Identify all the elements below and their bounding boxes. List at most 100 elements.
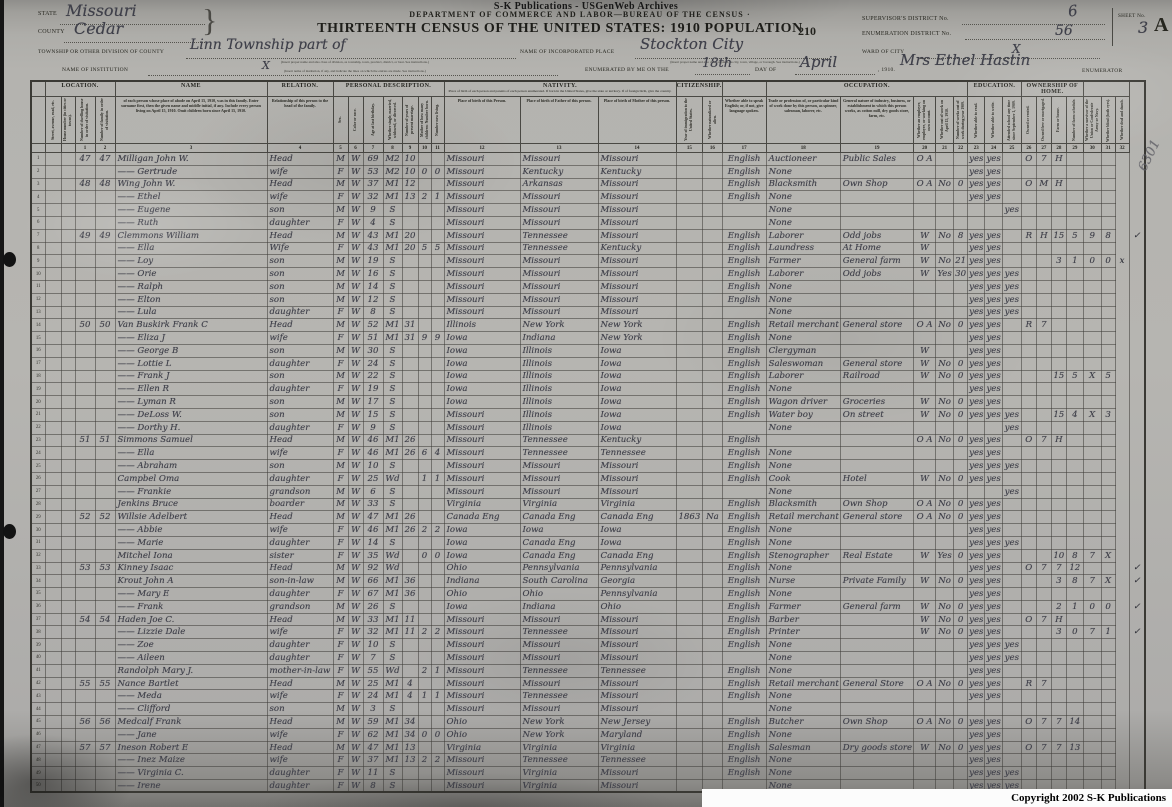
cell-wr: yes (984, 676, 1003, 691)
cell-cl (430, 215, 445, 230)
cell-tr: None (765, 638, 841, 653)
cell-chk (1128, 753, 1146, 767)
cell-name: Kinney Isaac (114, 561, 268, 576)
cell-ln: 16 (30, 343, 46, 358)
cell-yr: 4 (401, 676, 419, 691)
cell-o4 (1065, 331, 1084, 345)
cell-chk (1128, 651, 1146, 665)
cell-mr: M1 (382, 587, 403, 601)
cell-wk (953, 484, 969, 499)
column-heading: Number of years of present marriage. (401, 96, 419, 144)
cell-o4 (1065, 382, 1084, 397)
cell-bf: Canada Eng (519, 535, 599, 550)
cell-wr: yes (984, 612, 1003, 627)
cell-st (44, 523, 62, 537)
enumeration-rule (965, 39, 1105, 40)
cell-ind (839, 279, 915, 294)
cell-o1: R (1020, 318, 1037, 333)
cell-cr: W (347, 753, 364, 768)
cell-emp: W (913, 228, 937, 243)
cell-o3 (1050, 753, 1067, 768)
cell-yr (401, 420, 419, 435)
cell-chk (1128, 434, 1146, 447)
cell-chk (1128, 485, 1146, 499)
column-heading: Whether blind (both eyes). (1100, 96, 1116, 144)
cell-o3 (1050, 523, 1067, 537)
cell-sx: M (332, 459, 349, 473)
column-heading: Whether naturalized or alien. (702, 96, 723, 144)
cell-o1 (1020, 292, 1037, 307)
cell-ln: 50 (30, 779, 46, 793)
cell-cr: W (347, 510, 364, 525)
cell-en: English (721, 279, 767, 294)
census-row: 26 Campbel Oma daughter F W 25 Wd 1 1 Missouri Mis… (30, 471, 1146, 486)
cell-x3 (1114, 165, 1130, 179)
cell-wr: yes (984, 190, 1003, 205)
cell-na (702, 561, 723, 576)
cell-im (675, 587, 704, 601)
cell-sc (1001, 471, 1022, 486)
cell-ln: 46 (30, 727, 46, 742)
cell-ind: General Store (839, 676, 915, 691)
census-row: 24 —— Ella wife F W 46 M1 26 6 4 Missouri Tennessee… (30, 446, 1146, 461)
cell-chk: ✓ (1128, 625, 1146, 639)
census-row: 5 —— Eugene son M W 9 S Missouri Missouri Missour… (30, 203, 1146, 217)
cell-bm: Missouri (597, 702, 677, 717)
cell-cb: 6 (417, 446, 432, 461)
cell-o4: 8 (1065, 548, 1084, 563)
cell-ln: 45 (30, 715, 46, 729)
cell-o1 (1020, 523, 1037, 537)
cell-o2 (1035, 254, 1052, 269)
cell-na (702, 369, 723, 384)
cell-o4: 0 (1065, 625, 1084, 640)
cell-o2 (1035, 638, 1052, 653)
sheet-value: 3 (1138, 18, 1149, 37)
cell-x1 (1082, 446, 1102, 461)
cell-o1: O (1020, 177, 1037, 192)
cell-bf: Virginia (519, 779, 599, 793)
cell-ln: 10 (30, 267, 46, 281)
cell-cl (430, 484, 445, 499)
cell-tr: Farmer (765, 599, 841, 614)
cell-o2 (1035, 215, 1052, 230)
cell-x2 (1100, 651, 1116, 665)
cell-ow: No (935, 318, 955, 333)
cell-tr: None (765, 766, 841, 781)
cell-bp: Missouri (443, 484, 521, 499)
column-heading: Number of family in order of visitation. (94, 96, 116, 144)
cell-na (702, 215, 723, 230)
cell-name: —— Frank J (114, 369, 268, 384)
cell-na (702, 740, 723, 755)
cell-sx: F (332, 548, 349, 563)
cell-o1: O (1020, 740, 1037, 755)
census-row: 37 54 54 Haden Joe C. Head M W 33 M1 11 Missouri Mi… (30, 612, 1146, 627)
cell-sc (1001, 343, 1022, 358)
state-value: Missouri (66, 1, 137, 20)
cell-en: English (721, 164, 767, 179)
cell-bp: Missouri (443, 305, 521, 320)
cell-age: 46 (362, 523, 384, 537)
cell-name: —— Lula (114, 305, 268, 320)
cell-na (702, 497, 723, 512)
cell-cb: 1 (417, 471, 432, 486)
cell-wk: 0 (953, 395, 969, 409)
cell-cr: W (347, 420, 364, 435)
cell-fam: 48 (94, 177, 116, 192)
cell-o1: R (1020, 228, 1037, 243)
column-number: 9 (401, 143, 419, 153)
cell-x3 (1114, 766, 1130, 780)
cell-mr: Wd (382, 548, 403, 563)
cell-chk (1128, 677, 1146, 690)
cell-cl (430, 382, 445, 397)
cell-bm: Missouri (597, 676, 677, 691)
cell-bf: Tennessee (519, 663, 599, 678)
column-group: RELATION. (266, 80, 334, 97)
cell-bf: Ohio (519, 587, 599, 601)
cell-bm: Missouri (597, 471, 677, 486)
sheet-label: SHEET No. (1118, 13, 1146, 19)
cell-ind: At Home (839, 241, 915, 256)
cell-st (44, 420, 62, 435)
cell-cl (430, 292, 445, 307)
cell-fam (94, 356, 116, 371)
cell-st (44, 740, 62, 755)
